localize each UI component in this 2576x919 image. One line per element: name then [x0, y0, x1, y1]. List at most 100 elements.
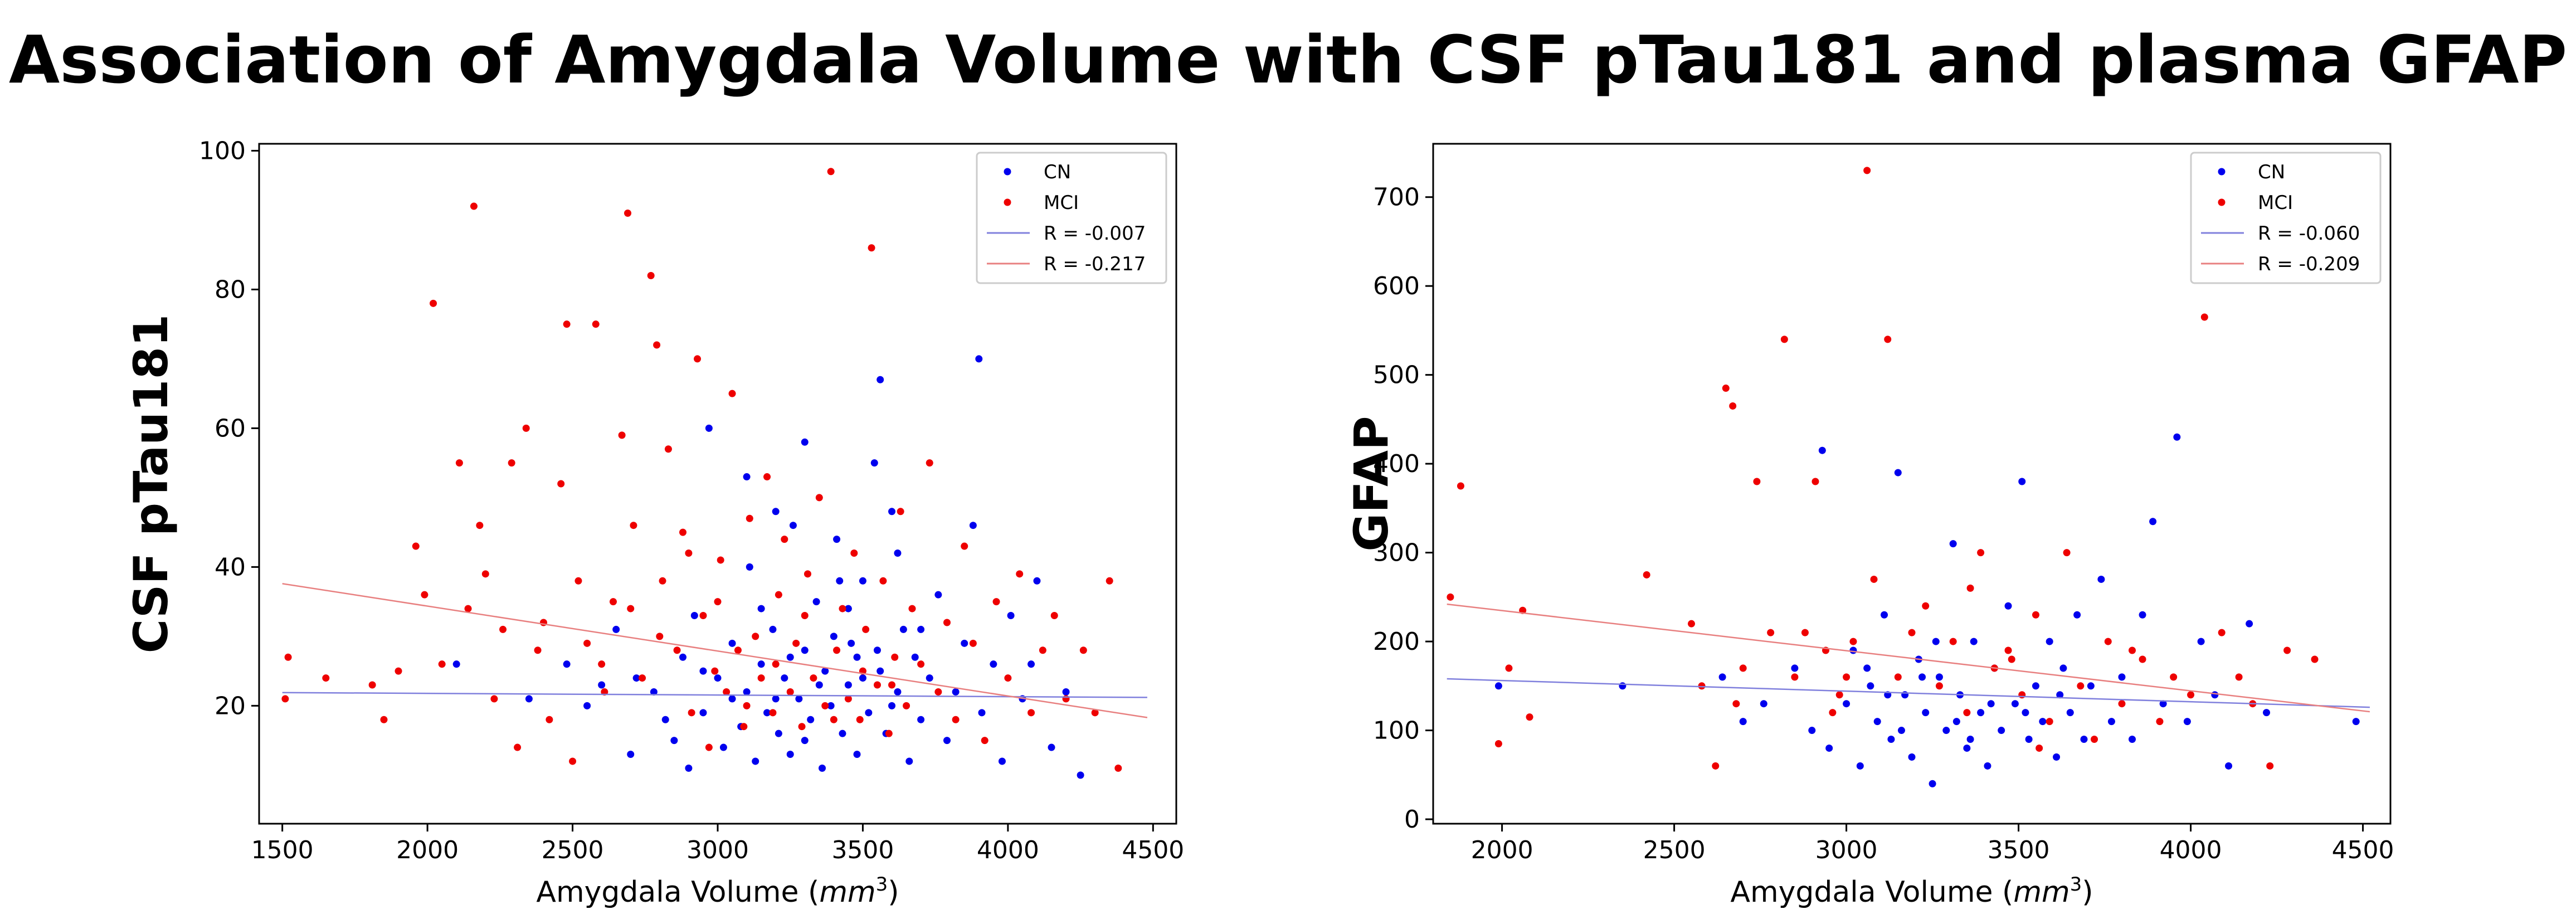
data-point: [1812, 478, 1819, 485]
x-axis-label: Amygdala Volume (mm3): [536, 873, 899, 909]
data-point: [412, 542, 420, 550]
data-point: [876, 376, 884, 383]
data-point: [1987, 700, 1995, 708]
data-point: [583, 702, 591, 709]
data-point: [789, 522, 797, 529]
data-point: [903, 702, 910, 709]
data-point: [815, 681, 823, 689]
legend-label: R = -0.060: [2258, 222, 2360, 245]
regression-line: [1447, 678, 2370, 708]
data-point: [1966, 584, 1974, 592]
data-point: [801, 737, 809, 745]
data-point: [1447, 593, 1454, 601]
data-point: [917, 660, 925, 668]
data-point: [2011, 700, 2019, 708]
data-point: [563, 660, 571, 668]
data-point: [670, 737, 678, 745]
data-point: [2004, 602, 2012, 610]
data-point: [563, 320, 571, 328]
data-point: [1505, 664, 1513, 672]
data-point: [833, 646, 841, 654]
data-point: [888, 702, 896, 709]
data-point: [1843, 673, 1851, 681]
data-point: [1028, 709, 1035, 717]
y-tick-label: 60: [215, 414, 246, 443]
data-point: [2170, 673, 2178, 681]
data-point: [1808, 727, 1816, 735]
x-axis-label: Amygdala Volume (mm3): [1730, 873, 2093, 909]
data-point: [1079, 646, 1087, 654]
data-point: [711, 667, 719, 675]
x-tick-label: 3500: [831, 836, 894, 864]
data-point: [786, 653, 794, 661]
x-tick-label: 4500: [2332, 836, 2394, 864]
data-point: [514, 743, 522, 751]
legend-label: CN: [1044, 161, 1071, 183]
legend-label: MCI: [2258, 192, 2293, 214]
data-point: [627, 605, 635, 612]
data-point: [1091, 709, 1099, 717]
data-point: [464, 605, 472, 612]
data-point: [856, 716, 864, 723]
data-point: [1918, 673, 1926, 681]
data-point: [978, 709, 986, 717]
data-point: [1897, 727, 1905, 735]
data-point: [1718, 673, 1726, 681]
data-point: [2066, 709, 2074, 717]
data-point: [812, 598, 820, 606]
data-point: [583, 639, 591, 647]
data-point: [1873, 718, 1881, 726]
data-point: [769, 625, 777, 633]
regression-line: [282, 583, 1148, 718]
data-point: [659, 577, 666, 585]
data-point: [690, 612, 698, 620]
data-point: [746, 563, 753, 571]
data-point: [522, 424, 530, 432]
data-point: [990, 660, 997, 668]
data-point: [2129, 646, 2136, 654]
data-point: [792, 639, 800, 647]
data-point: [775, 591, 782, 599]
data-point: [1753, 478, 1761, 485]
data-point: [2118, 673, 2126, 681]
data-point: [395, 667, 402, 675]
data-point: [757, 674, 765, 682]
data-point: [752, 633, 759, 640]
data-point: [775, 730, 782, 737]
data-point: [2139, 611, 2146, 619]
data-point: [772, 695, 780, 703]
data-point: [786, 751, 794, 758]
figure-title: Association of Amygdala Volume with CSF …: [8, 21, 2568, 98]
x-tick-label: 3500: [1988, 836, 2050, 864]
legend-label: CN: [2258, 161, 2285, 183]
data-point: [1687, 620, 1695, 628]
x-tick-label: 3000: [686, 836, 749, 864]
data-point: [1929, 780, 1936, 787]
data-point: [798, 723, 806, 731]
data-point: [827, 702, 835, 709]
data-point: [2004, 646, 2012, 654]
data-point: [1894, 469, 1902, 476]
data-point: [885, 730, 893, 737]
data-point: [1106, 577, 1113, 585]
data-point: [598, 681, 606, 689]
data-point: [917, 625, 925, 633]
data-point: [728, 639, 736, 647]
data-point: [897, 508, 904, 516]
data-point: [2077, 682, 2085, 690]
x-tick-label: 1500: [251, 836, 314, 864]
data-point: [2032, 611, 2039, 619]
plot-frame: [1432, 143, 2392, 825]
data-point: [1698, 682, 1706, 690]
data-point: [1801, 629, 1809, 636]
data-point: [743, 473, 751, 481]
data-point: [781, 674, 788, 682]
data-point: [827, 168, 835, 176]
data-point: [1949, 638, 1957, 645]
data-point: [1643, 571, 1650, 578]
data-point: [2173, 433, 2181, 441]
data-point: [734, 646, 742, 654]
data-point: [1050, 612, 1058, 620]
y-tick-label: 500: [1373, 361, 1420, 390]
data-point: [1894, 673, 1902, 681]
